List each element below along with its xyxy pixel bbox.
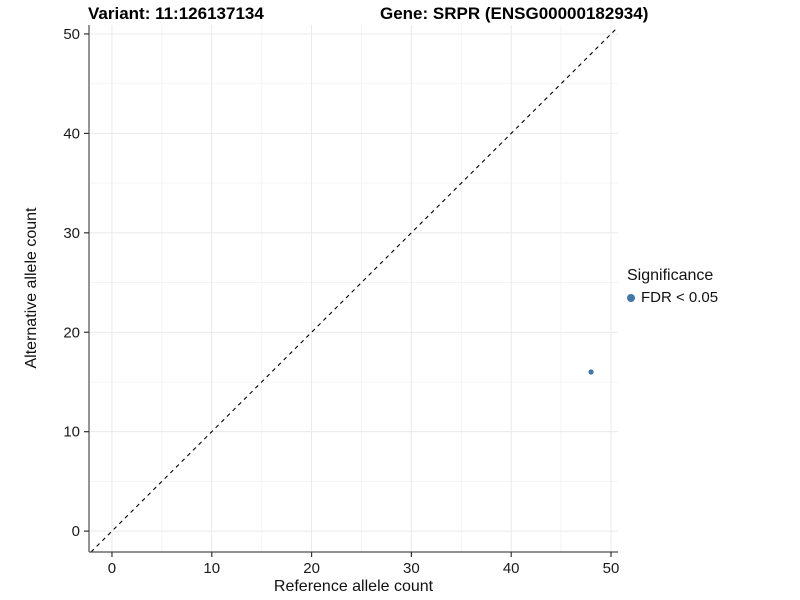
y-tick-label: 50 <box>63 26 80 43</box>
x-axis-title: Reference allele count <box>89 578 618 596</box>
x-tick-label: 30 <box>403 560 420 577</box>
y-tick-label: 20 <box>63 324 80 341</box>
identity-line <box>90 26 619 553</box>
x-tick-label: 0 <box>108 560 116 577</box>
legend-item-label: FDR < 0.05 <box>641 289 719 306</box>
legend-item: FDR < 0.05 <box>627 289 718 306</box>
data-point <box>588 369 594 375</box>
variant-title: Variant: 11:126137134 <box>88 4 264 23</box>
y-tick-label: 30 <box>63 225 80 242</box>
legend-marker-icon <box>627 293 635 302</box>
y-axis-title-text: Alternative allele count <box>23 207 40 368</box>
x-tick-label: 20 <box>303 560 320 577</box>
legend: Significance FDR < 0.05 <box>627 267 718 306</box>
x-tick-label: 50 <box>603 560 620 577</box>
y-tick-label: 0 <box>72 523 80 540</box>
x-tick-label: 40 <box>503 560 520 577</box>
x-tick-label: 10 <box>203 560 220 577</box>
y-tick-label: 40 <box>63 125 80 142</box>
y-tick-label: 10 <box>63 424 80 441</box>
legend-title: Significance <box>627 267 714 284</box>
y-axis-title: Alternative allele count <box>23 168 41 408</box>
gene-title: Gene: SRPR (ENSG00000182934) <box>380 4 649 23</box>
x-axis-title-text: Reference allele count <box>273 578 434 595</box>
